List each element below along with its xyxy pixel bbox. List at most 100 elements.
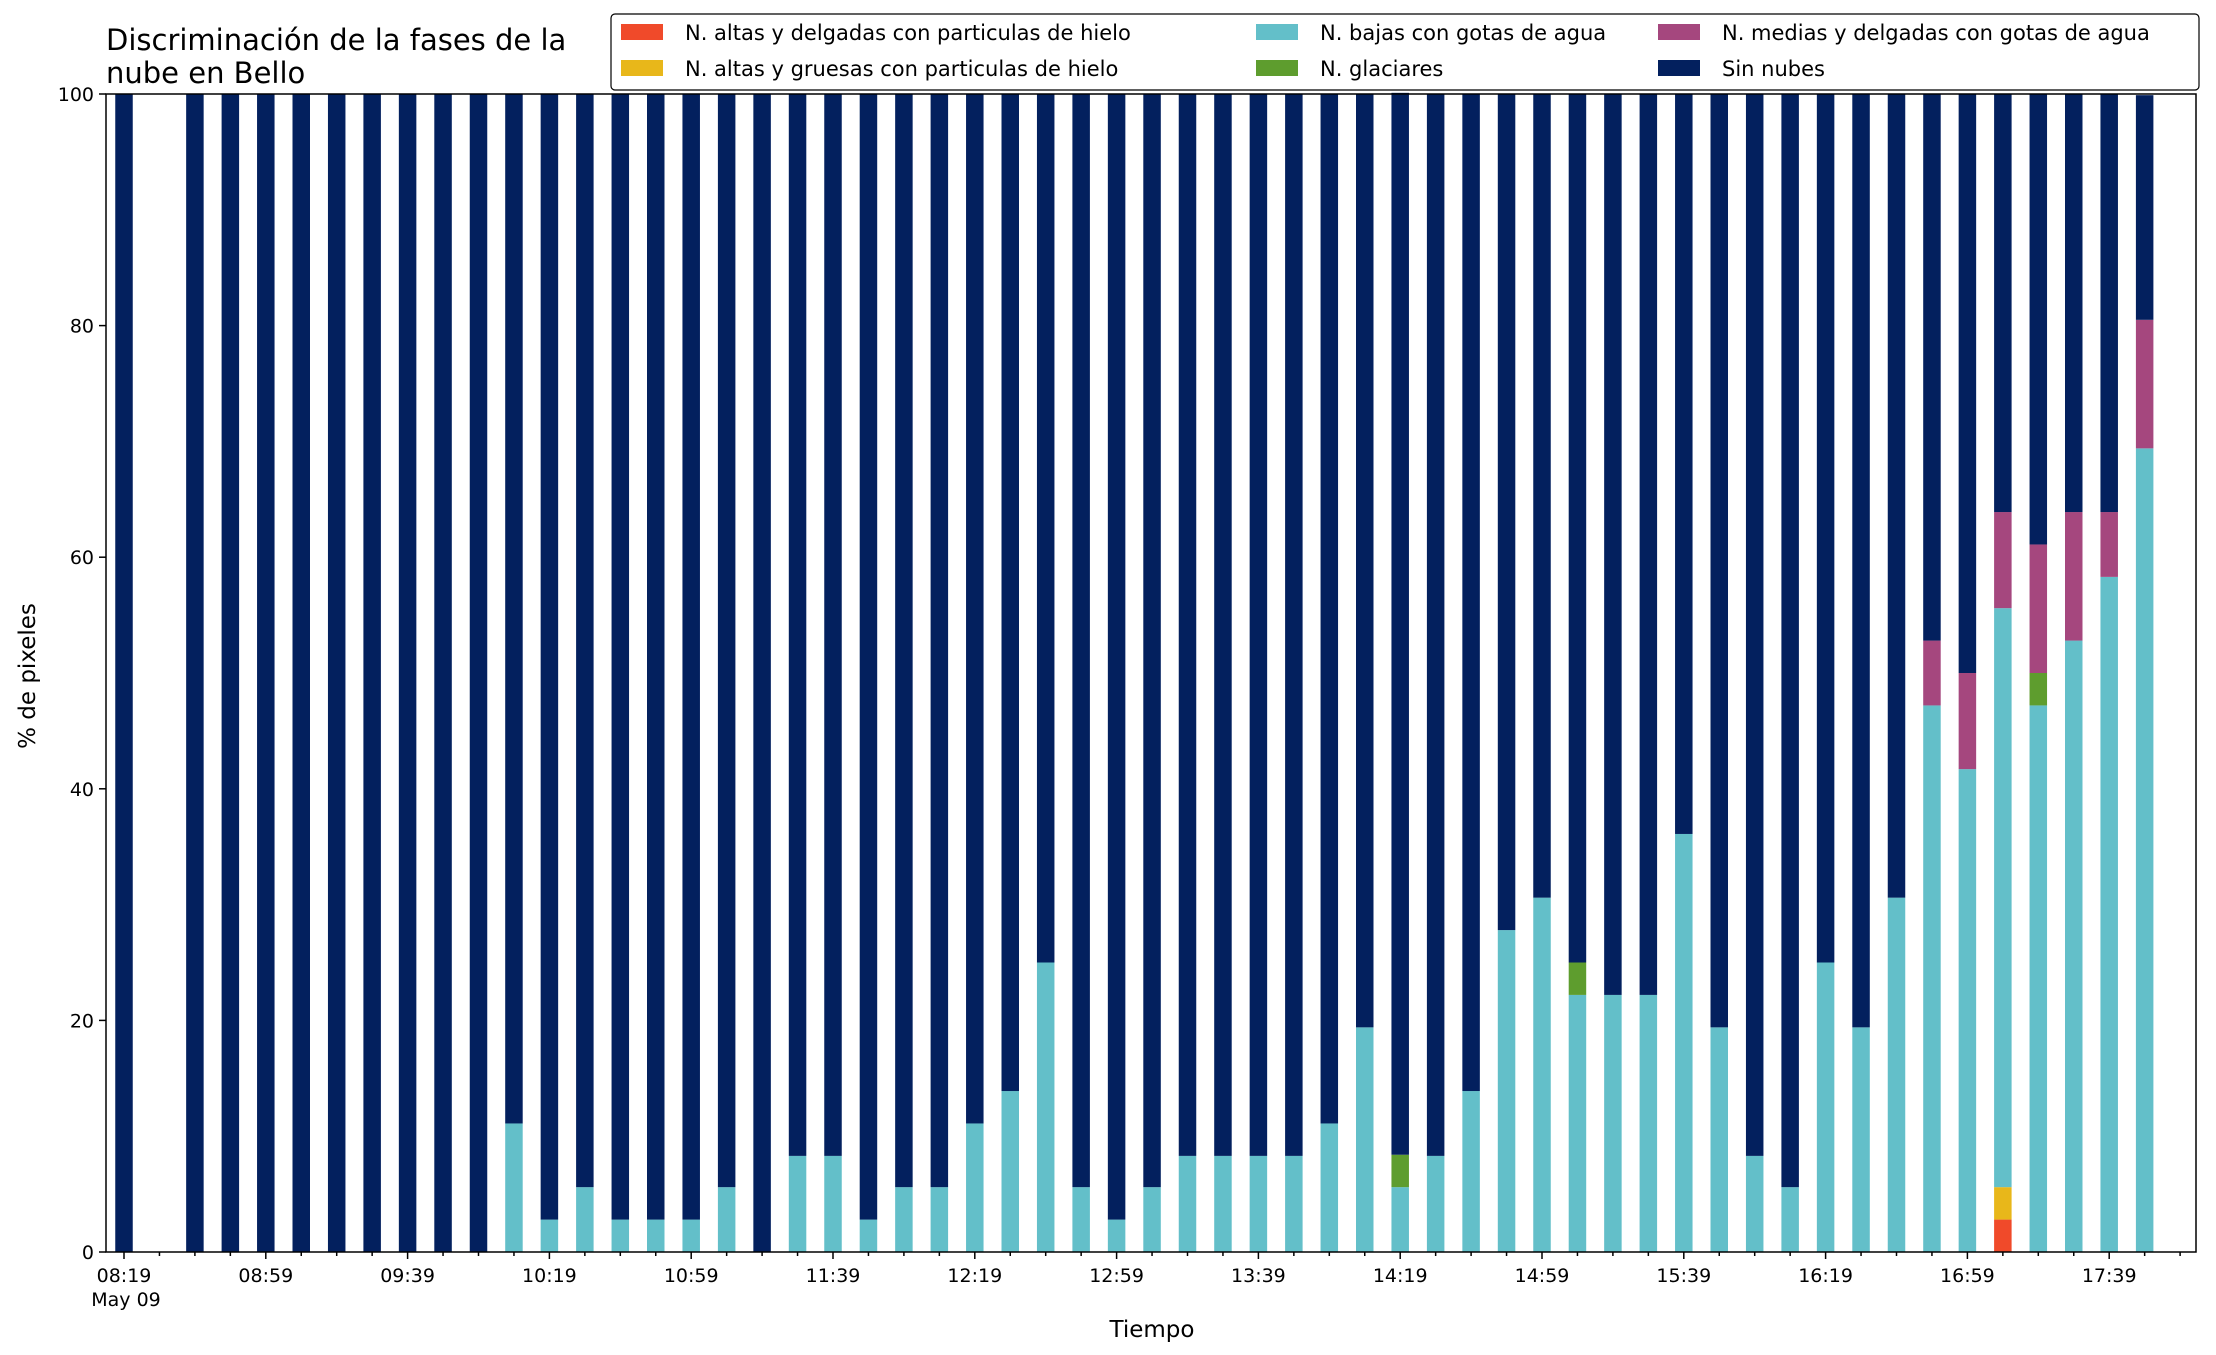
bar-segment-19-series-5 — [788, 94, 807, 1156]
bar-segment-25-series-5 — [1001, 94, 1019, 1092]
bar-segment-39-series-5 — [1497, 94, 1516, 931]
bar-segment-38-series-5 — [1462, 94, 1480, 1092]
y-tick-label-2: 40 — [70, 779, 94, 801]
bar-segment-55-series-5 — [2065, 94, 2083, 513]
y-tick-label-0: 0 — [82, 1242, 94, 1264]
x-tick-label-1: 08:59 — [238, 1265, 293, 1287]
bar-segment-14-series-5 — [611, 94, 630, 1220]
bar-segment-41-series-2 — [1568, 994, 1587, 1252]
bar-segment-2-series-5 — [186, 94, 204, 1252]
bar-segment-3-series-5 — [221, 94, 240, 1252]
bar-segment-39-series-2 — [1497, 930, 1516, 1252]
bar-segment-10-series-5 — [469, 94, 488, 1252]
bar-segment-36-series-3 — [1391, 1154, 1409, 1188]
y-tick-label-3: 60 — [70, 547, 94, 569]
bar-segment-24-series-2 — [966, 1123, 984, 1252]
bar-segment-9-series-5 — [434, 94, 452, 1252]
x-tick-label-2: 09:39 — [380, 1265, 435, 1287]
bar-segment-54-series-3 — [2029, 673, 2048, 706]
legend-label-1: N. altas y gruesas con particulas de hie… — [685, 57, 1118, 81]
bar-segment-17-series-5 — [717, 94, 736, 1188]
legend-swatch-1 — [621, 60, 663, 76]
x-tick-label-4: 10:59 — [664, 1265, 719, 1287]
bar-segment-53-series-1 — [1994, 1187, 2012, 1220]
bar-segment-52-series-5 — [1958, 94, 1977, 673]
legend-label-0: N. altas y delgadas con particulas de hi… — [685, 21, 1131, 45]
bar-segment-11-series-5 — [505, 94, 523, 1124]
bar-segment-5-series-5 — [292, 94, 310, 1252]
bar-segment-38-series-2 — [1462, 1091, 1480, 1252]
x-tick-label-0: 08:19 — [97, 1265, 152, 1287]
bar-segment-55-series-4 — [2065, 512, 2083, 641]
bar-segment-55-series-2 — [2065, 640, 2083, 1252]
y-tick-label-4: 80 — [70, 316, 94, 338]
bar-segment-47-series-5 — [1781, 94, 1799, 1188]
plot-frame — [105, 93, 2197, 1253]
chart-title-line-2: nube en Bello — [106, 56, 305, 90]
legend-swatch-0 — [621, 24, 663, 40]
bar-segment-28-series-2 — [1107, 1219, 1126, 1252]
bar-segment-16-series-5 — [682, 94, 700, 1220]
bar-segment-50-series-5 — [1887, 94, 1906, 898]
bar-segment-32-series-2 — [1249, 1155, 1268, 1252]
bar-segment-12-series-2 — [540, 1219, 559, 1252]
bar-segment-43-series-2 — [1639, 994, 1658, 1252]
legend-swatch-5 — [1658, 60, 1700, 76]
x-tick-label-14: 17:39 — [2082, 1265, 2137, 1287]
bar-segment-29-series-5 — [1143, 94, 1161, 1188]
bar-segment-52-series-2 — [1958, 769, 1977, 1252]
chart-title-line-1: Discriminación de la fases de la — [106, 23, 566, 57]
legend-label-3: N. glaciares — [1320, 57, 1443, 81]
bar-segment-13-series-5 — [576, 94, 594, 1188]
bar-segment-33-series-2 — [1285, 1155, 1303, 1252]
x-tick-label-8: 13:39 — [1231, 1265, 1286, 1287]
bar-segment-41-series-3 — [1568, 962, 1587, 995]
bar-segment-56-series-2 — [2100, 576, 2118, 1252]
bar-segment-54-series-5 — [2029, 94, 2048, 545]
bar-segment-57-series-2 — [2135, 448, 2154, 1253]
legend: N. altas y delgadas con particulas de hi… — [610, 13, 2200, 91]
bar-segment-35-series-5 — [1356, 94, 1374, 1028]
bar-segment-45-series-2 — [1710, 1027, 1728, 1252]
bar-segment-29-series-2 — [1143, 1187, 1161, 1252]
bar-segment-45-series-5 — [1710, 94, 1728, 1028]
bar-segment-36-series-5 — [1391, 92, 1409, 1155]
bar-segment-51-series-4 — [1923, 640, 1941, 706]
bar-segment-50-series-2 — [1887, 897, 1906, 1252]
bar-segment-23-series-5 — [930, 94, 949, 1188]
bar-segment-42-series-2 — [1604, 994, 1622, 1252]
bar-segment-31-series-5 — [1214, 94, 1232, 1156]
bar-segment-46-series-2 — [1745, 1155, 1764, 1252]
legend-label-5: Sin nubes — [1722, 57, 1825, 81]
bar-segment-52-series-4 — [1958, 673, 1977, 770]
bar-segment-56-series-5 — [2100, 94, 2118, 513]
bar-segment-36-series-2 — [1391, 1187, 1409, 1252]
bar-segment-8-series-5 — [398, 94, 417, 1252]
bar-segment-26-series-2 — [1036, 962, 1055, 1252]
bar-segment-32-series-5 — [1249, 94, 1268, 1156]
bar-segment-24-series-5 — [966, 94, 984, 1124]
bar-segment-23-series-2 — [930, 1187, 949, 1252]
bar-segment-48-series-5 — [1816, 94, 1835, 963]
bar-segment-16-series-2 — [682, 1219, 700, 1252]
bar-segment-13-series-2 — [576, 1187, 594, 1252]
y-tick-label-5: 100 — [58, 84, 94, 106]
legend-swatch-2 — [1256, 24, 1298, 40]
bar-segment-18-series-5 — [753, 94, 771, 1252]
bar-segment-17-series-2 — [717, 1187, 736, 1252]
bar-segment-19-series-2 — [788, 1155, 807, 1252]
bar-segment-46-series-5 — [1745, 94, 1764, 1156]
bar-segment-0-series-5 — [115, 94, 133, 1252]
x-tick-label-13: 16:59 — [1940, 1265, 1995, 1287]
legend-label-2: N. bajas con gotas de agua — [1320, 21, 1606, 45]
bar-segment-27-series-2 — [1072, 1187, 1090, 1252]
bar-segment-33-series-5 — [1285, 94, 1303, 1156]
y-tick-label-1: 20 — [70, 1010, 94, 1032]
x-tick-label-5: 11:39 — [806, 1265, 861, 1287]
x-tick-sublabel: May 09 — [91, 1289, 161, 1311]
legend-swatch-3 — [1256, 60, 1298, 76]
legend-label-4: N. medias y delgadas con gotas de agua — [1722, 21, 2150, 45]
bar-segment-42-series-5 — [1604, 94, 1622, 995]
bar-segment-37-series-5 — [1426, 94, 1445, 1156]
bar-segment-15-series-2 — [647, 1219, 665, 1252]
